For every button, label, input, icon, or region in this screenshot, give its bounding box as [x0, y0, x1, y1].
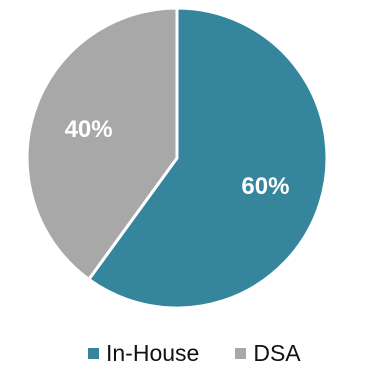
legend-swatch-dsa	[235, 348, 247, 359]
legend: In-House DSA	[88, 340, 301, 367]
legend-label-in-house: In-House	[106, 340, 200, 366]
legend-swatch-in-house	[88, 348, 99, 359]
legend-item-dsa: DSA	[235, 340, 301, 367]
pie-chart: 60% 40%	[25, 6, 329, 310]
data-label-in-house: 60%	[241, 173, 289, 200]
pie-slice-in-house	[87, 6, 329, 310]
pie-slice-dsa	[25, 6, 179, 281]
data-label-dsa: 40%	[65, 116, 113, 143]
legend-item-in-house: In-House	[88, 340, 199, 367]
legend-label-dsa: DSA	[253, 340, 301, 366]
